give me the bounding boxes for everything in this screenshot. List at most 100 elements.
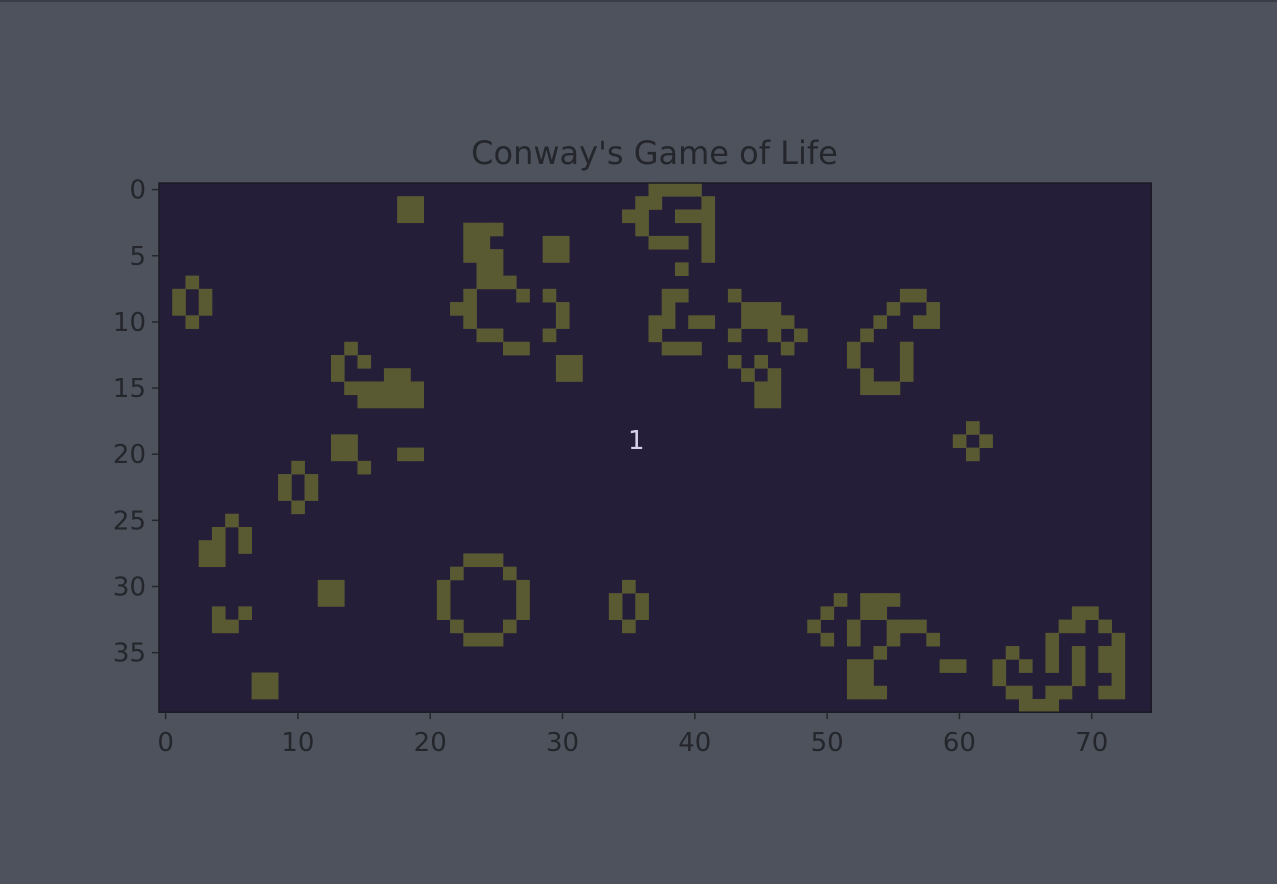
live-cell[interactable] xyxy=(502,275,517,290)
live-cell[interactable] xyxy=(555,235,570,250)
live-cell[interactable] xyxy=(674,209,689,224)
live-cell[interactable] xyxy=(516,606,530,620)
live-cell[interactable] xyxy=(661,288,676,303)
live-cell[interactable] xyxy=(344,341,358,356)
live-cell[interactable] xyxy=(860,685,874,700)
live-cell[interactable] xyxy=(555,368,570,382)
live-cell[interactable] xyxy=(820,632,835,647)
live-cell[interactable] xyxy=(767,381,782,396)
live-cell[interactable] xyxy=(873,606,888,620)
live-cell[interactable] xyxy=(463,222,477,237)
live-cell[interactable] xyxy=(648,196,663,210)
live-cell[interactable] xyxy=(860,593,874,607)
live-cell[interactable] xyxy=(397,368,411,382)
live-cell[interactable] xyxy=(727,328,742,343)
live-cell[interactable] xyxy=(1098,646,1112,660)
live-cell[interactable] xyxy=(542,328,557,343)
live-cell[interactable] xyxy=(873,593,888,607)
live-cell[interactable] xyxy=(1111,646,1126,660)
live-cell[interactable] xyxy=(886,619,901,634)
live-cell[interactable] xyxy=(886,593,901,607)
live-cell[interactable] xyxy=(635,209,649,224)
live-cell[interactable] xyxy=(886,632,901,647)
live-cell[interactable] xyxy=(754,302,768,316)
live-cell[interactable] xyxy=(688,341,702,356)
live-cell[interactable] xyxy=(913,619,927,634)
live-cell[interactable] xyxy=(754,394,768,409)
live-cell[interactable] xyxy=(450,302,464,316)
live-cell[interactable] xyxy=(661,302,676,316)
live-cell[interactable] xyxy=(410,209,424,224)
live-cell[interactable] xyxy=(767,394,782,409)
live-cell[interactable] xyxy=(463,249,477,263)
live-cell[interactable] xyxy=(846,619,861,634)
live-cell[interactable] xyxy=(502,619,517,634)
live-cell[interactable] xyxy=(357,381,372,396)
live-cell[interactable] xyxy=(489,262,504,277)
live-cell[interactable] xyxy=(555,302,570,316)
live-cell[interactable] xyxy=(701,315,716,329)
live-cell[interactable] xyxy=(860,606,874,620)
live-cell[interactable] xyxy=(397,196,411,210)
live-cell[interactable] xyxy=(370,394,385,409)
live-cell[interactable] xyxy=(926,302,940,316)
live-cell[interactable] xyxy=(688,183,702,197)
live-cell[interactable] xyxy=(185,315,200,329)
live-cell[interactable] xyxy=(357,354,372,369)
live-cell[interactable] xyxy=(966,421,980,435)
live-cell[interactable] xyxy=(198,302,213,316)
live-cell[interactable] xyxy=(635,222,649,237)
live-cell[interactable] xyxy=(1058,685,1073,700)
live-cell[interactable] xyxy=(410,381,424,396)
live-cell[interactable] xyxy=(1058,619,1073,634)
live-cell[interactable] xyxy=(436,579,451,594)
live-cell[interactable] xyxy=(966,447,980,462)
live-cell[interactable] xyxy=(463,315,477,329)
live-cell[interactable] xyxy=(846,632,861,647)
live-cell[interactable] xyxy=(463,235,477,250)
live-cell[interactable] xyxy=(516,593,530,607)
live-cell[interactable] xyxy=(1005,646,1020,660)
live-cell[interactable] xyxy=(542,288,557,303)
live-cell[interactable] xyxy=(661,235,676,250)
live-cell[interactable] xyxy=(542,249,557,263)
live-cell[interactable] xyxy=(172,302,186,316)
live-cell[interactable] xyxy=(873,381,888,396)
live-cell[interactable] xyxy=(516,288,530,303)
live-cell[interactable] xyxy=(688,315,702,329)
live-cell[interactable] xyxy=(211,540,226,554)
live-cell[interactable] xyxy=(754,381,768,396)
live-cell[interactable] xyxy=(674,183,689,197)
live-cell[interactable] xyxy=(1045,685,1060,700)
live-cell[interactable] xyxy=(211,526,226,541)
live-cell[interactable] xyxy=(860,672,874,687)
live-cell[interactable] xyxy=(476,328,491,343)
live-cell[interactable] xyxy=(264,672,279,687)
live-cell[interactable] xyxy=(674,235,689,250)
live-cell[interactable] xyxy=(701,222,716,237)
live-cell[interactable] xyxy=(1071,619,1086,634)
live-cell[interactable] xyxy=(1111,632,1126,647)
live-cell[interactable] xyxy=(383,394,398,409)
live-cell[interactable] xyxy=(291,500,305,515)
live-cell[interactable] xyxy=(952,434,967,448)
live-cell[interactable] xyxy=(198,540,213,554)
live-cell[interactable] xyxy=(1032,698,1046,713)
live-cell[interactable] xyxy=(820,606,835,620)
live-cell[interactable] xyxy=(476,553,491,568)
live-cell[interactable] xyxy=(899,288,914,303)
live-cell[interactable] xyxy=(476,262,491,277)
live-cell[interactable] xyxy=(899,341,914,356)
live-cell[interactable] xyxy=(211,619,226,634)
live-cell[interactable] xyxy=(886,302,901,316)
live-cell[interactable] xyxy=(899,368,914,382)
live-cell[interactable] xyxy=(198,553,213,568)
live-cell[interactable] xyxy=(555,249,570,263)
live-cell[interactable] xyxy=(304,474,319,488)
live-cell[interactable] xyxy=(278,474,292,488)
live-cell[interactable] xyxy=(846,685,861,700)
live-cell[interactable] xyxy=(569,368,583,382)
live-cell[interactable] xyxy=(476,275,491,290)
live-cell[interactable] xyxy=(172,288,186,303)
live-cell[interactable] xyxy=(860,368,874,382)
